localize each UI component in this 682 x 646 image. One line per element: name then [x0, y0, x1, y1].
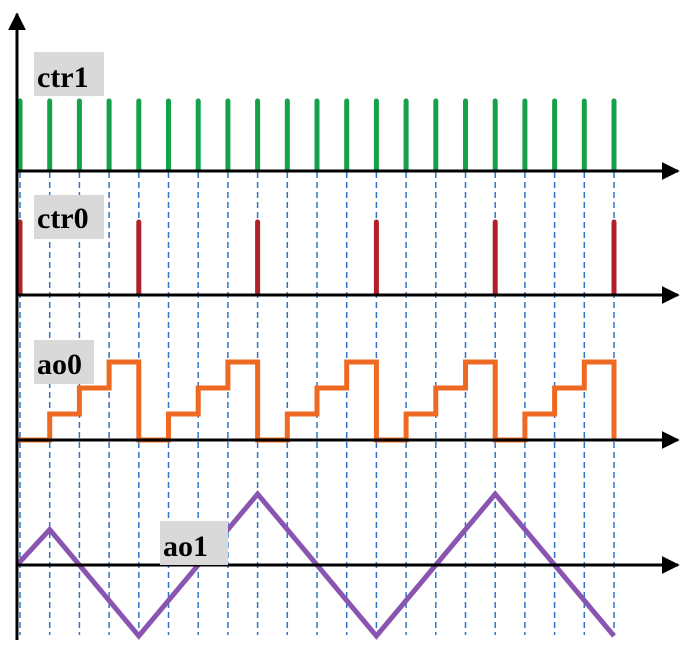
ctr1-label: ctr1 [34, 52, 104, 96]
ao0-label-text: ao0 [37, 348, 82, 381]
ctr1-pulse-train [17, 98, 617, 173]
ctr0-label: ctr0 [34, 195, 104, 239]
ao1-label-text: ao1 [163, 530, 208, 563]
ao1-label: ao1 [160, 521, 228, 565]
ao0-staircase-waveform [17, 359, 617, 443]
ao0-label: ao0 [34, 340, 94, 384]
ctr0-pulse-train [17, 219, 617, 297]
ctr0-label-text: ctr0 [37, 202, 89, 235]
ctr1-label-text: ctr1 [37, 61, 89, 94]
